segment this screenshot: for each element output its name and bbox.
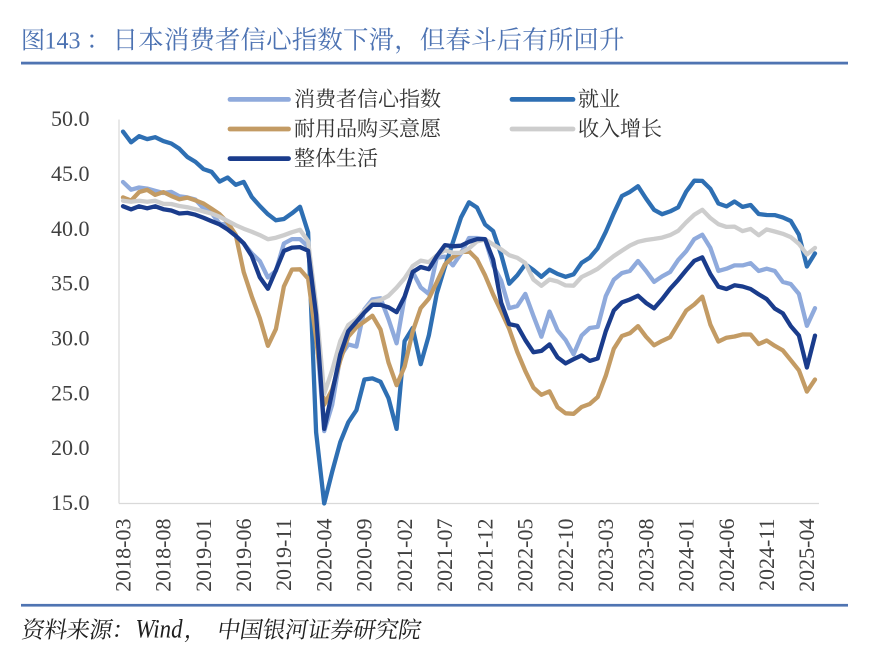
svg-text:50.0: 50.0 — [51, 106, 90, 131]
svg-text:15.0: 15.0 — [51, 490, 90, 515]
svg-text:2025-04: 2025-04 — [794, 519, 819, 592]
svg-text:2023-08: 2023-08 — [633, 519, 658, 592]
svg-text:2019-11: 2019-11 — [271, 519, 296, 592]
svg-text:143: 143 — [45, 29, 81, 55]
svg-text:2020-09: 2020-09 — [352, 519, 377, 592]
svg-text:2018-03: 2018-03 — [110, 519, 135, 592]
svg-text:40.0: 40.0 — [51, 216, 90, 241]
svg-text:2024-11: 2024-11 — [754, 519, 779, 592]
svg-text:2024-06: 2024-06 — [714, 519, 739, 592]
svg-text:35.0: 35.0 — [51, 271, 90, 296]
svg-text:20.0: 20.0 — [51, 435, 90, 460]
svg-text:2023-03: 2023-03 — [593, 519, 618, 592]
svg-text:2022-05: 2022-05 — [513, 519, 538, 592]
svg-text:2022-10: 2022-10 — [553, 519, 578, 592]
svg-text:2021-02: 2021-02 — [392, 519, 417, 592]
svg-text:2021-12: 2021-12 — [472, 519, 497, 592]
svg-text:45.0: 45.0 — [51, 161, 90, 186]
svg-text:2018-08: 2018-08 — [151, 519, 176, 592]
svg-text:2019-06: 2019-06 — [231, 519, 256, 592]
svg-text:2019-01: 2019-01 — [191, 519, 216, 592]
svg-text:Wind: Wind — [136, 615, 184, 644]
svg-text:2024-01: 2024-01 — [674, 519, 699, 592]
svg-text:2021-07: 2021-07 — [432, 519, 457, 592]
svg-text:25.0: 25.0 — [51, 380, 90, 405]
svg-text:30.0: 30.0 — [51, 326, 90, 351]
svg-text:2020-04: 2020-04 — [312, 519, 337, 592]
